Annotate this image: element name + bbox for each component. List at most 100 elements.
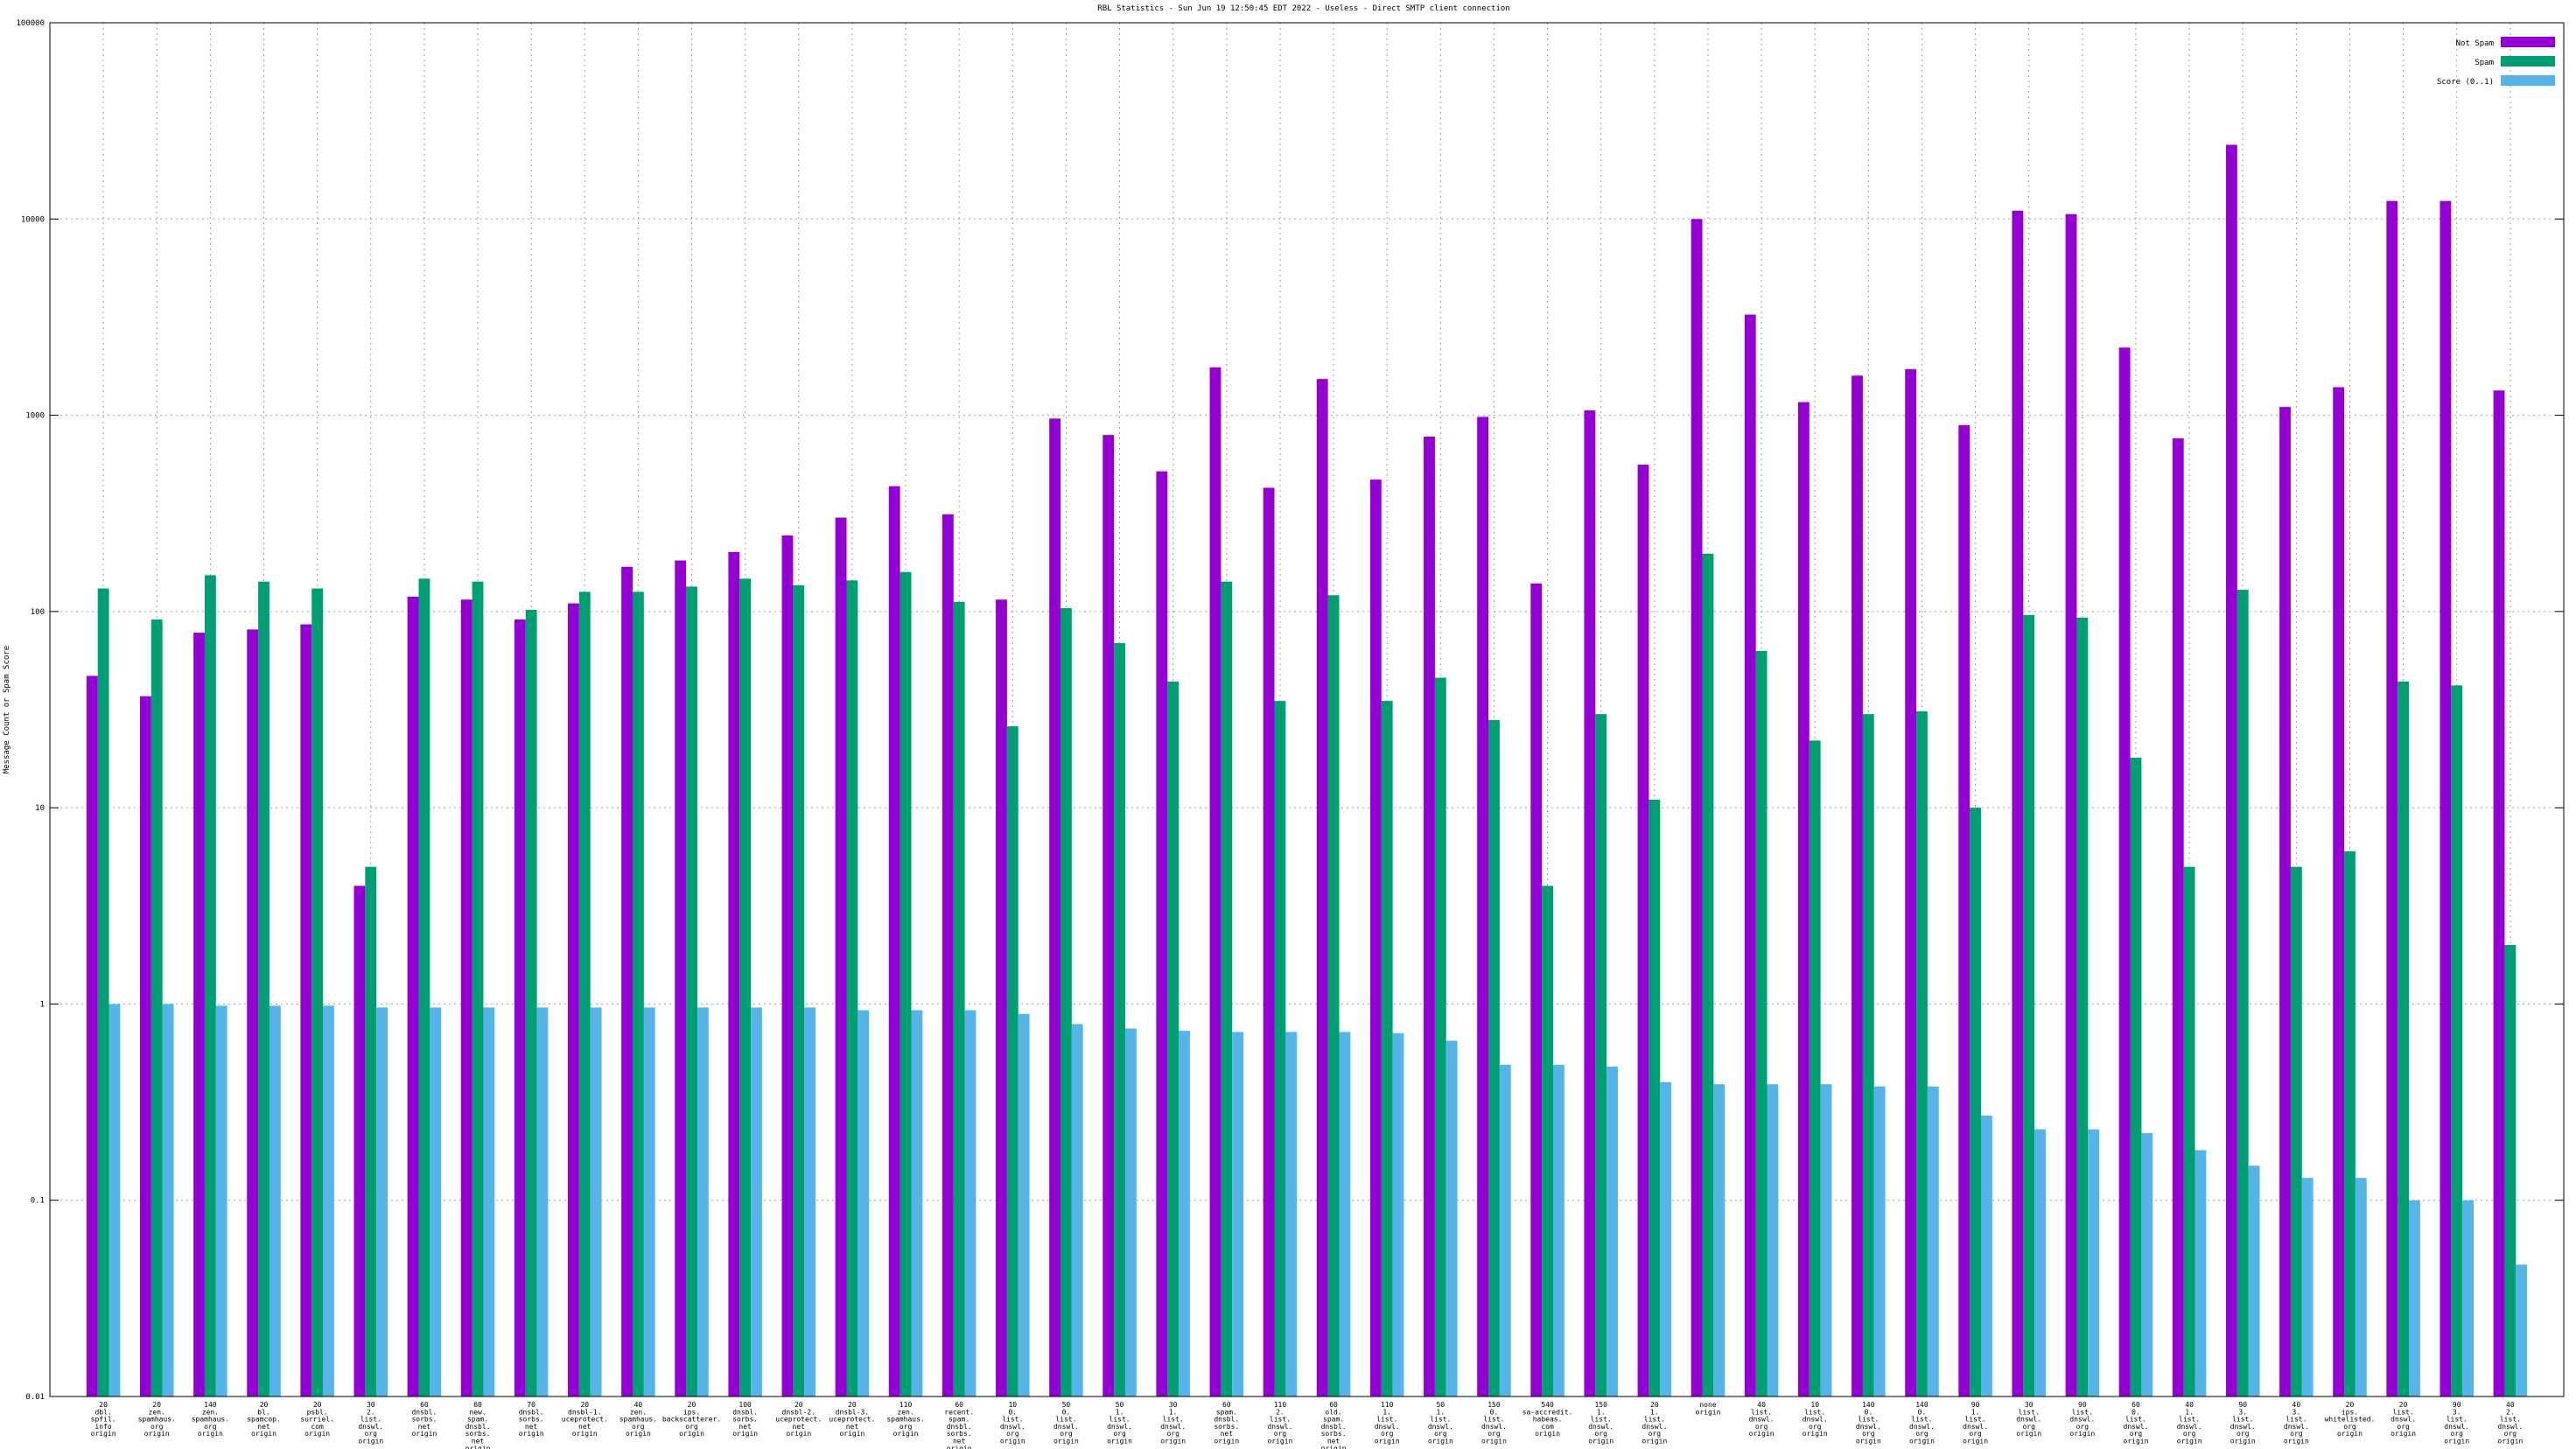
x-tick-label: com <box>1541 1423 1554 1431</box>
x-tick-label: dbl. <box>94 1408 111 1416</box>
bar <box>1552 1064 1564 1396</box>
x-tick-label: net <box>953 1438 966 1446</box>
x-tick-label: 3. <box>2292 1408 2301 1416</box>
x-tick-label: origin <box>2230 1438 2256 1446</box>
bar <box>1327 595 1340 1396</box>
x-tick-label: org <box>900 1423 913 1431</box>
x-tick-label: org <box>1862 1430 1875 1438</box>
x-tick-label: backscatterer. <box>662 1416 721 1424</box>
x-tick-label: org <box>1434 1430 1447 1438</box>
x-tick-label: sa-accredit. <box>1522 1408 1573 1416</box>
bar <box>1660 1082 1672 1396</box>
bar <box>2398 681 2410 1396</box>
x-tick-label: zen. <box>202 1408 219 1416</box>
x-tick-label: list. <box>1055 1416 1076 1424</box>
x-tick-label: org <box>150 1423 164 1431</box>
x-tick-label: org <box>1166 1430 1180 1438</box>
bar <box>2493 390 2505 1396</box>
x-tick-label: 20 <box>313 1401 322 1409</box>
bar <box>781 535 794 1396</box>
x-tick-label: list. <box>2072 1408 2093 1416</box>
x-tick-label: list. <box>1430 1416 1451 1424</box>
x-tick-label: dnswl. <box>2444 1423 2469 1431</box>
x-tick-label: origin <box>1428 1438 1453 1446</box>
x-tick-label: origin <box>2016 1430 2041 1438</box>
bar <box>2088 1129 2100 1396</box>
x-tick-label: 110 <box>900 1401 913 1409</box>
bar <box>2183 866 2195 1396</box>
x-tick-label: 0. <box>1865 1408 1873 1416</box>
x-tick-label: 150 <box>1488 1401 1501 1409</box>
chart-title: RBL Statistics - Sun Jun 19 12:50:45 EDT… <box>1097 4 1509 13</box>
y-tick-label: 10000 <box>21 215 45 224</box>
x-tick-label: list. <box>1270 1416 1291 1424</box>
y-tick-label: 0.1 <box>31 1197 45 1206</box>
x-tick-label: 60 <box>420 1401 429 1409</box>
x-tick-label: 60 <box>2132 1401 2140 1409</box>
x-tick-label: psbl. <box>307 1408 328 1416</box>
bar <box>1595 714 1607 1396</box>
x-tick-label: list. <box>2393 1408 2414 1416</box>
x-tick-label: origin <box>786 1430 811 1438</box>
bar <box>430 1007 442 1396</box>
x-tick-label: net <box>1327 1438 1340 1446</box>
x-tick-label: 140 <box>204 1401 217 1409</box>
x-tick-label: origin <box>1535 1430 1560 1438</box>
bar <box>942 514 954 1396</box>
x-tick-label: 1. <box>1650 1408 1659 1416</box>
bar <box>2462 1200 2474 1396</box>
x-tick-label: 10 <box>1008 1401 1017 1409</box>
x-tick-label: list. <box>1002 1416 1023 1424</box>
bar <box>1905 368 1917 1396</box>
bar <box>2065 214 2077 1396</box>
x-tick-label: org <box>2022 1423 2035 1431</box>
x-tick-label: 140 <box>1862 1401 1875 1409</box>
bar <box>2118 347 2131 1396</box>
x-tick-label: dnswl. <box>1856 1423 1881 1431</box>
bar <box>1274 701 1286 1396</box>
bar <box>2409 1200 2420 1396</box>
bar <box>1381 701 1393 1396</box>
x-tick-label: 40 <box>2292 1401 2301 1409</box>
bar <box>1648 799 1661 1396</box>
bar <box>675 560 687 1396</box>
x-tick-label: origin <box>626 1430 651 1438</box>
bar <box>643 1007 655 1396</box>
bar <box>858 1010 870 1396</box>
bar <box>1809 740 1821 1396</box>
x-tick-label: origin <box>572 1430 598 1438</box>
x-tick-label: sorbs. <box>411 1416 437 1424</box>
y-tick-label: 1 <box>40 1000 45 1009</box>
x-tick-label: dnsbl. <box>732 1408 758 1416</box>
bar <box>460 599 472 1396</box>
x-tick-label: origin <box>1909 1438 1935 1446</box>
x-tick-label: 2. <box>1276 1408 1284 1416</box>
x-tick-label: 20 <box>848 1401 857 1409</box>
bar <box>483 1007 495 1396</box>
x-tick-label: dnsbl. <box>947 1423 972 1431</box>
x-tick-label: dnsbl. <box>519 1408 544 1416</box>
x-tick-label: dnswl. <box>2016 1416 2041 1424</box>
x-tick-label: dnsbl. <box>1214 1416 1239 1424</box>
bar <box>97 588 109 1396</box>
x-tick-label: org <box>685 1423 698 1431</box>
x-tick-label: org <box>1809 1423 1822 1431</box>
bar <box>2248 1166 2260 1396</box>
bar <box>996 599 1007 1396</box>
bar <box>888 486 900 1397</box>
x-tick-label: sorbs. <box>466 1430 491 1438</box>
x-tick-label: list. <box>2019 1408 2040 1416</box>
x-tick-label: list. <box>1483 1416 1504 1424</box>
bar <box>204 575 216 1396</box>
x-tick-label: origin <box>2444 1438 2469 1446</box>
x-tick-label: 70 <box>527 1401 536 1409</box>
bar <box>578 592 591 1396</box>
bar <box>536 1007 549 1396</box>
bar <box>376 1007 388 1396</box>
x-tick-label: origin <box>2069 1430 2095 1438</box>
x-tick-label: list. <box>2179 1416 2200 1424</box>
x-tick-label: origin <box>947 1445 972 1449</box>
bar <box>1071 1024 1083 1396</box>
bar <box>1852 375 1863 1397</box>
x-tick-label: origin <box>304 1430 330 1438</box>
